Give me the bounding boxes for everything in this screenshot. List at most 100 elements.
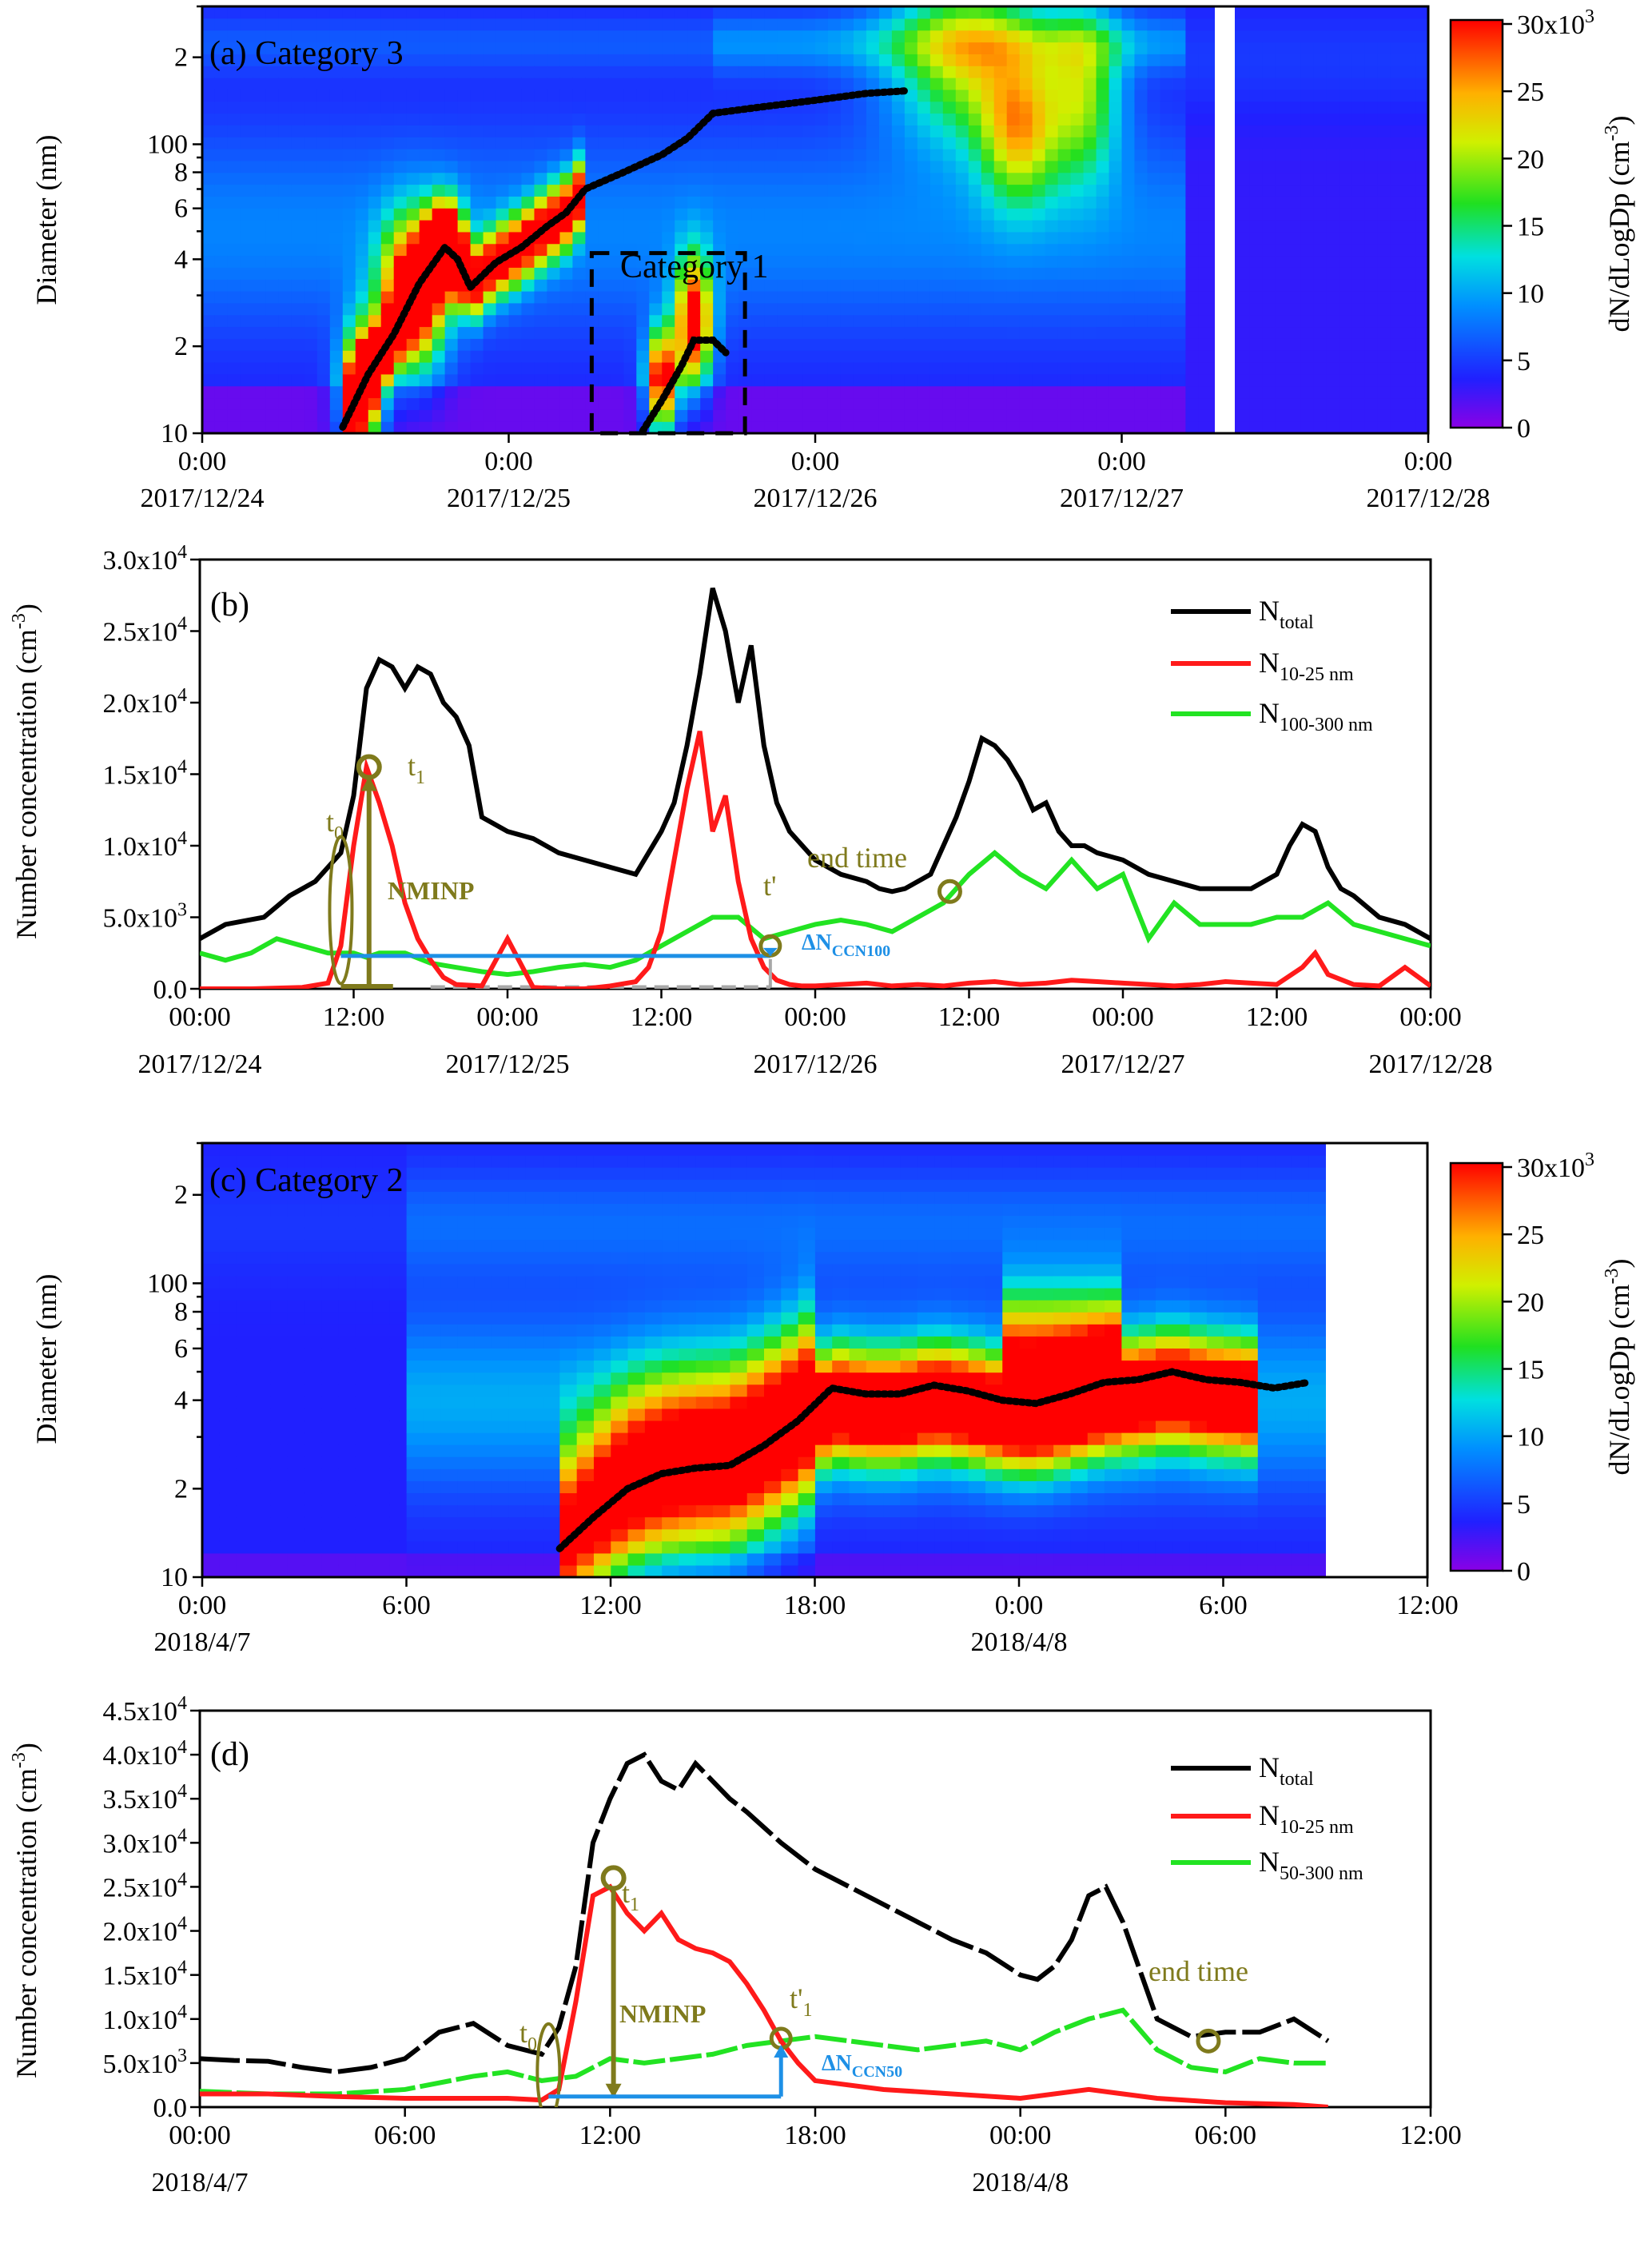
heat-cell [781, 1251, 799, 1265]
heat-cell [278, 113, 293, 125]
heat-cell [1096, 30, 1110, 43]
heat-cell [492, 1312, 510, 1325]
heat-cell [1262, 196, 1276, 209]
heat-cell [1134, 6, 1148, 19]
heat-cell [1351, 125, 1365, 137]
heat-cell [832, 1528, 850, 1542]
heat-cell [419, 409, 433, 422]
heat-cell [474, 1191, 492, 1205]
heat-cell [675, 326, 688, 339]
heat-cell [802, 243, 816, 257]
heat-cell [474, 1215, 492, 1229]
heat-cell [730, 1468, 748, 1481]
heat-cell [214, 255, 229, 268]
heat-cell [840, 326, 854, 339]
heat-cell [559, 1312, 578, 1325]
heat-cell [316, 149, 331, 161]
heat-cell [474, 1288, 492, 1301]
heat-cell [1057, 385, 1072, 399]
heat-cell [738, 160, 752, 173]
heat-cell [214, 125, 229, 137]
heat-cell [866, 137, 880, 149]
heat-cell [291, 362, 305, 375]
heat-cell [585, 291, 599, 304]
heat-cell [636, 66, 650, 78]
heat-cell [508, 1191, 527, 1205]
heat-cell [968, 113, 982, 125]
heat-cell [483, 42, 497, 54]
heat-cell [798, 1239, 816, 1253]
heat-cell [496, 160, 510, 173]
heat-cell [270, 1408, 289, 1421]
heat-cell [559, 1468, 578, 1481]
heat-cell [713, 196, 726, 209]
heat-cell [444, 149, 459, 161]
heat-cell [1300, 397, 1314, 410]
heat-cell [1390, 220, 1403, 233]
heat-cell [240, 172, 254, 185]
heat-cell [814, 1167, 833, 1180]
heat-cell [492, 1480, 510, 1494]
heat-cell [457, 1432, 476, 1445]
heat-cell [483, 338, 497, 351]
heat-cell [929, 267, 944, 280]
heat-cell [338, 1191, 356, 1205]
heat-cell [202, 1251, 220, 1265]
heat-cell [695, 1300, 714, 1313]
heat-cell [419, 291, 433, 304]
heat-cell [623, 137, 637, 149]
heat-cell [636, 54, 650, 66]
heat-cell [1172, 362, 1186, 375]
heat-cell [576, 1468, 595, 1481]
heat-cell [496, 397, 510, 410]
heat-cell [1185, 113, 1199, 125]
heat-cell [1172, 54, 1186, 66]
heat-cell [866, 18, 880, 31]
heat-cell [1057, 54, 1072, 66]
heat-cell [798, 1179, 816, 1192]
heat-cell [746, 1324, 765, 1337]
heat-cell [1339, 291, 1352, 304]
heat-cell [1351, 196, 1365, 209]
heat-cell [798, 1456, 816, 1469]
heat-cell [1109, 18, 1123, 31]
heat-cell [1032, 54, 1046, 66]
heat-cell [662, 1444, 680, 1457]
heat-cell [470, 291, 484, 304]
heat-cell [559, 220, 573, 233]
heat-cell [419, 385, 433, 399]
heat-cell [304, 291, 318, 304]
heat-cell [329, 302, 344, 316]
heat-cell [675, 101, 688, 114]
heat-cell [316, 243, 331, 257]
heat-cell [840, 255, 854, 268]
heat-cell [1160, 172, 1174, 185]
heat-cell [543, 1360, 560, 1373]
heat-cell [713, 1263, 730, 1277]
heat-cell [942, 137, 957, 149]
panel-b-plot-area [200, 587, 1431, 989]
heat-cell [543, 1348, 560, 1361]
heat-cell [432, 220, 446, 233]
heat-cell [1121, 125, 1136, 137]
heat-cell [338, 1444, 356, 1457]
heat-cell [321, 1167, 340, 1180]
heat-cell [440, 1492, 459, 1506]
heat-cell [942, 291, 957, 304]
heat-cell [572, 137, 586, 149]
heat-cell [1045, 101, 1059, 114]
heat-cell [662, 1516, 680, 1530]
heat-cell [525, 1263, 543, 1277]
heat-cell [593, 1552, 611, 1566]
heat-cell [1121, 338, 1136, 351]
heat-cell [878, 172, 893, 185]
heat-cell [355, 279, 369, 292]
heat-cell [662, 1372, 680, 1385]
heat-cell [611, 113, 624, 125]
heat-cell [738, 18, 752, 31]
heat-cell [406, 172, 420, 185]
heat-cell [802, 314, 816, 328]
heat-cell [687, 42, 701, 54]
heat-cell [457, 1444, 476, 1457]
